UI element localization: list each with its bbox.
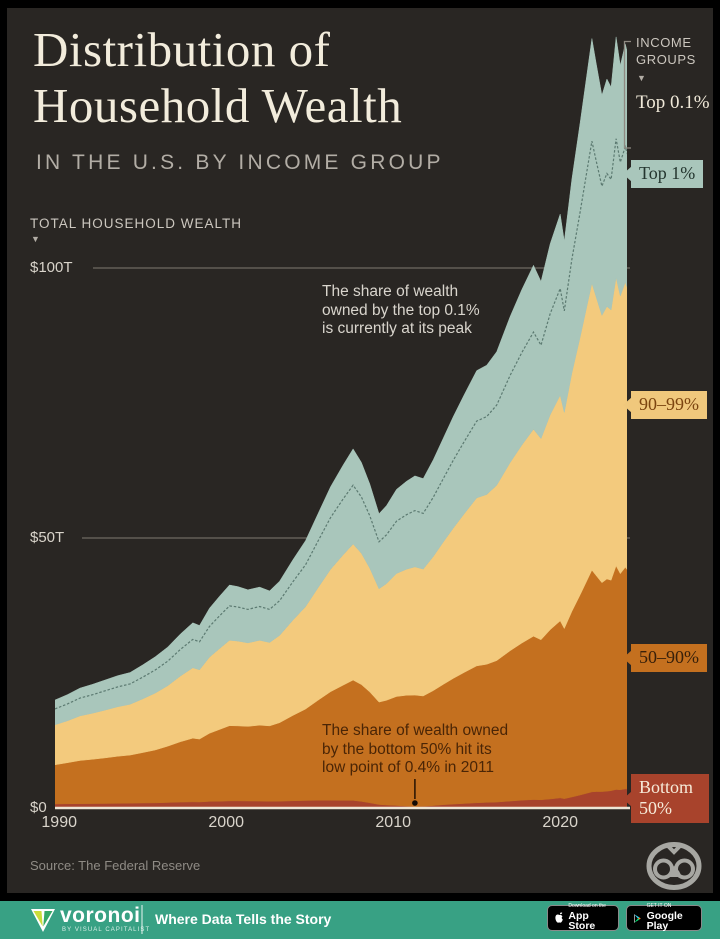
x-tick-label: 1990 bbox=[41, 814, 77, 831]
app-store-name: App Store bbox=[568, 909, 596, 933]
annotation-line: by the bottom 50% hit its bbox=[322, 740, 492, 758]
visual-capitalist-logo bbox=[646, 842, 702, 890]
y-tick-label: $50T bbox=[30, 529, 65, 546]
voronoi-logo bbox=[31, 909, 55, 932]
brand-byline: BY VISUAL CAPITALIST bbox=[62, 927, 151, 933]
title-line2: Household Wealth bbox=[33, 78, 403, 133]
caret-down-icon: ▼ bbox=[637, 73, 646, 83]
y-tick-label: $100T bbox=[30, 259, 73, 276]
brand-wordmark: voronoi bbox=[60, 904, 141, 927]
y-tick-label: $0 bbox=[30, 799, 47, 816]
title-line1: Distribution of bbox=[33, 22, 331, 77]
x-tick-label: 2020 bbox=[542, 814, 578, 831]
annotation-line: low point of 0.4% in 2011 bbox=[322, 759, 495, 776]
annotation-line: The share of wealth bbox=[322, 283, 459, 300]
x-tick-label: 2000 bbox=[208, 814, 244, 831]
legend-label-top-0-1: Top 0.1% bbox=[636, 92, 710, 113]
annotation-top-01-peak: The share of wealth owned by the top 0.1… bbox=[322, 283, 480, 339]
legend-badge-bottom-50: Bottom 50% bbox=[623, 774, 709, 823]
caret-down-icon: ▼ bbox=[31, 234, 40, 244]
google-play-name: Google Play bbox=[646, 909, 683, 933]
legend-badge-90-99: 90–99% bbox=[623, 391, 707, 419]
footer-tagline: Where Data Tells the Story bbox=[155, 911, 332, 927]
footer-divider bbox=[141, 905, 143, 934]
legend-badge-50-90: 50–90% bbox=[623, 644, 707, 672]
google-play-badge[interactable]: GET IT ON Google Play bbox=[626, 903, 702, 933]
annotation-bottom-50-low: The share of wealth owned by the bottom … bbox=[322, 722, 508, 778]
annotation-line: owned by the top 0.1% bbox=[322, 301, 480, 319]
page-subtitle: IN THE U.S. BY INCOME GROUP bbox=[36, 151, 444, 174]
annotation-line: The share of wealth owned bbox=[322, 722, 509, 739]
google-play-icon bbox=[634, 913, 641, 923]
legend-header: INCOME GROUPS bbox=[636, 35, 696, 67]
app-store-tagline: Download on the bbox=[568, 903, 606, 910]
y-axis-title: TOTAL HOUSEHOLD WEALTH bbox=[30, 216, 243, 231]
app-store-badge[interactable]: Download on the App Store bbox=[547, 903, 619, 933]
source-credit: Source: The Federal Reserve bbox=[30, 858, 201, 873]
page-title: Distribution of Household Wealth bbox=[33, 22, 402, 134]
x-tick-label: 2010 bbox=[375, 814, 411, 831]
legend-badge-top-1: Top 1% bbox=[622, 160, 704, 188]
apple-icon bbox=[555, 912, 563, 923]
google-play-tagline: GET IT ON bbox=[646, 903, 672, 910]
annotation-line: is currently at its peak bbox=[322, 320, 472, 337]
footer-bar: voronoi BY VISUAL CAPITALIST Where Data … bbox=[0, 901, 720, 939]
